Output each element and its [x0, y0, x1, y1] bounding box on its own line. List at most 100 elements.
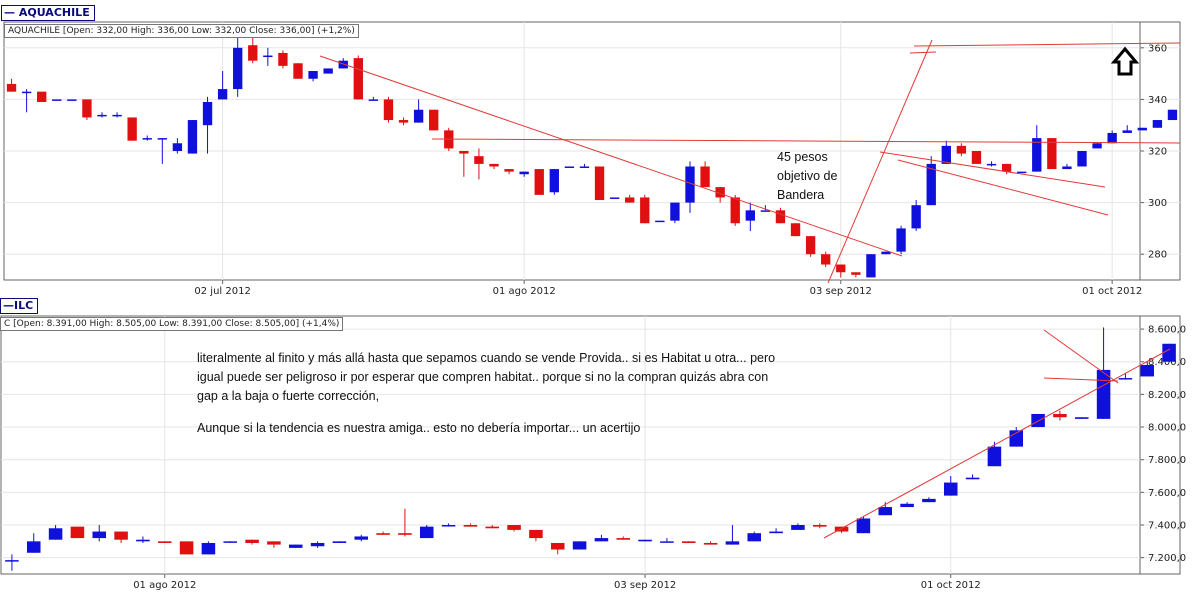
top-candle-body: [248, 45, 258, 61]
bottom-candle-body: [922, 498, 936, 503]
bottom-candle-body: [769, 531, 783, 534]
top-candle-body: [67, 99, 77, 101]
bottom-candle-body: [288, 544, 303, 548]
bottom-candle-body: [791, 525, 805, 530]
bottom-candle-body: [725, 541, 740, 545]
bottom-y-tick-label: 8.600,0: [1148, 325, 1186, 336]
bottom-candle-body: [376, 533, 390, 535]
top-candle-body: [625, 197, 635, 203]
top-candle-body: [52, 99, 62, 101]
top-candle-body: [187, 120, 198, 154]
bottom-candle-body: [201, 542, 216, 555]
top-x-tick-label: 02 jul 2012: [194, 286, 250, 297]
bottom-candle-body: [1118, 378, 1133, 380]
top-candle-body: [1137, 127, 1147, 131]
annotation-line: Bandera: [777, 188, 825, 202]
bottom-candle-body: [965, 477, 980, 480]
trendline-flag-upper: [879, 151, 1106, 188]
bottom-candle-body: [1162, 343, 1176, 362]
top-candle-body: [655, 220, 665, 223]
comment-paragraph: literalmente al finito y más allá hasta …: [197, 351, 776, 403]
bottom-candle-body: [5, 560, 19, 562]
top-x-tick-label: 03 sep 2012: [810, 286, 872, 297]
bottom-x-tick-label: 01 ago 2012: [133, 580, 196, 591]
top-candle-body: [217, 89, 228, 100]
bottom-candle-body: [638, 539, 652, 542]
trendline-pennant-lower: [1043, 377, 1119, 382]
bottom-candle-body: [856, 518, 871, 534]
top-candle-body: [881, 251, 891, 255]
top-candle-body: [82, 99, 92, 118]
bottom-candle-body: [507, 525, 521, 530]
bottom-candle-body: [157, 541, 172, 543]
top-candle-body: [866, 254, 876, 278]
arrow-up-icon: [1110, 46, 1140, 76]
top-candle-body: [594, 166, 605, 201]
bottom-x-tick-label: 01 oct 2012: [921, 580, 981, 591]
top-candle-body: [1167, 109, 1178, 121]
top-candle-body: [21, 91, 32, 94]
top-candle-body: [579, 166, 590, 168]
top-candle-body: [474, 156, 484, 164]
bottom-candle-body: [441, 525, 456, 527]
bottom-candle-body: [529, 529, 543, 539]
top-candle-body: [489, 163, 499, 167]
top-candle-body: [1032, 138, 1042, 172]
bottom-comment: literalmente al finito y más allá hasta …: [197, 349, 787, 438]
bottom-candle-body: [310, 542, 325, 547]
top-candle-body: [685, 166, 695, 203]
top-candle-body: [911, 205, 921, 229]
top-candle-body: [1092, 143, 1102, 149]
top-candle-body: [534, 169, 544, 195]
top-candle-body: [6, 83, 17, 92]
top-candle-body: [896, 228, 906, 252]
top-candle-body: [941, 145, 951, 164]
bottom-candle-body: [26, 541, 41, 553]
top-candle-body: [308, 71, 318, 79]
bottom-candle-body: [485, 526, 500, 529]
top-candle-body: [338, 60, 348, 69]
trendline-flag-lower: [897, 159, 1109, 216]
trendline-pennant-upper: [1043, 329, 1119, 384]
bottom-candle-body: [136, 539, 150, 542]
trendline-target: [913, 42, 1181, 47]
top-candle-body: [821, 254, 831, 265]
top-x-tick-label: 01 ago 2012: [493, 286, 556, 297]
bottom-candle-body: [92, 531, 107, 539]
top-candle-body: [157, 138, 167, 140]
bottom-candle-body: [834, 526, 849, 532]
top-candle-body: [700, 166, 710, 188]
top-candle-body: [971, 151, 982, 164]
bottom-candle-body: [114, 531, 128, 540]
bottom-candle-body: [660, 541, 674, 543]
bottom-candle-body: [354, 536, 369, 540]
bottom-y-tick-label: 7.600,0: [1148, 488, 1186, 499]
top-y-tick-label: 300: [1148, 198, 1167, 209]
bottom-candle-body: [48, 528, 63, 540]
top-panel-info: AQUACHILE [Open: 332,00 High: 336,00 Low…: [4, 24, 359, 38]
top-candle-body: [202, 101, 213, 126]
trendline-downtrend: [319, 55, 903, 257]
bottom-y-tick-label: 7.800,0: [1148, 455, 1186, 466]
bottom-candle-body: [463, 525, 478, 527]
top-candle-body: [519, 171, 529, 175]
bottom-candle-body: [987, 446, 1002, 467]
top-candle-body: [459, 151, 469, 154]
top-x-tick-label: 01 oct 2012: [1082, 286, 1142, 297]
bottom-candle-body: [572, 541, 587, 550]
bottom-panel-info: C [Open: 8.391,00 High: 8.505,00 Low: 8.…: [0, 317, 344, 331]
bottom-candle-body: [681, 541, 696, 543]
top-candle-body: [564, 166, 575, 168]
top-candle-body: [142, 138, 152, 140]
top-candle-body: [429, 109, 439, 131]
top-candle-body: [790, 223, 801, 237]
bottom-candle-body: [943, 482, 958, 496]
bottom-y-tick-label: 8.000,0: [1148, 423, 1186, 434]
top-candle-body: [926, 163, 936, 206]
top-candle-body: [233, 47, 243, 90]
top-candle-body: [956, 145, 967, 154]
top-panel-tag: — AQUACHILE: [1, 5, 95, 21]
bottom-panel-tag: —ILC: [0, 298, 39, 314]
bottom-y-tick-label: 8.200,0: [1148, 390, 1186, 401]
